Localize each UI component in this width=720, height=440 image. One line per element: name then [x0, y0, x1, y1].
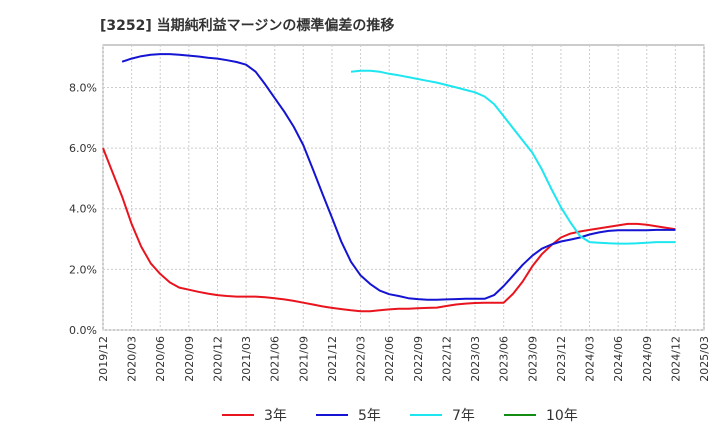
legend-label-2: 7年: [452, 408, 475, 424]
x-tick-label: 2023/03: [469, 336, 482, 382]
x-tick-label: 2020/12: [211, 336, 224, 382]
x-tick-label: 2020/03: [126, 336, 139, 382]
x-tick-label: 2020/09: [183, 336, 196, 382]
x-tick-label: 2023/06: [498, 336, 511, 382]
series-lines: [102, 53, 676, 313]
x-tick-label: 2021/06: [269, 336, 282, 382]
plot-area: [102, 44, 705, 331]
y-tick-label: 8.0%: [69, 81, 97, 94]
x-tick-label: 2020/06: [154, 336, 167, 382]
series-line-1: [121, 53, 676, 301]
legend-label-0: 3年: [264, 408, 287, 424]
x-tick-label: 2022/09: [412, 336, 425, 382]
y-axis-ticks: 0.0% 2.0% 4.0% 6.0% 8.0%: [69, 81, 97, 337]
legend-label-1: 5年: [358, 408, 381, 424]
x-tick-label: 2021/03: [240, 336, 253, 382]
x-tick-label: 2022/12: [440, 336, 453, 382]
x-tick-label: 2019/12: [97, 336, 110, 382]
legend-label-3: 10年: [546, 408, 578, 424]
series-line-0: [102, 147, 676, 313]
x-tick-label: 2024/06: [612, 336, 625, 382]
x-tick-label: 2021/09: [297, 336, 310, 382]
y-tick-label: 2.0%: [69, 263, 97, 276]
x-tick-label: 2024/09: [641, 336, 654, 382]
x-tick-label: 2023/12: [555, 336, 568, 382]
y-tick-label: 6.0%: [69, 142, 97, 155]
grid: [102, 45, 705, 331]
x-tick-label: 2021/12: [326, 336, 339, 382]
x-tick-label: 2025/03: [698, 336, 711, 382]
x-tick-label: 2023/09: [526, 336, 539, 382]
y-tick-label: 0.0%: [69, 324, 97, 337]
legend: 3年 5年 7年 10年: [222, 408, 578, 424]
x-tick-label: 2022/06: [383, 336, 396, 382]
x-tick-label: 2024/03: [584, 336, 597, 382]
series-line-2: [350, 69, 676, 245]
y-tick-label: 4.0%: [69, 203, 97, 216]
x-axis-ticks: 2019/12 2020/03 2020/06 2020/09 2020/12 2021/…: [97, 336, 711, 382]
x-tick-label: 2022/03: [355, 336, 368, 382]
chart-title: [3252] 当期純利益マージンの標準偏差の推移: [100, 17, 394, 34]
x-tick-label: 2024/12: [669, 336, 682, 382]
